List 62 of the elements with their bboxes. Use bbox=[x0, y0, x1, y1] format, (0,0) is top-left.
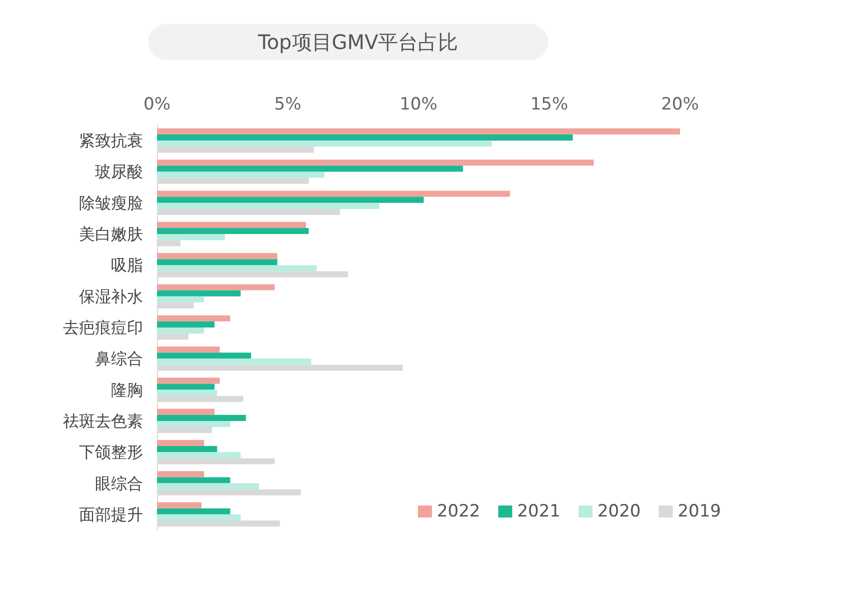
bar bbox=[157, 290, 241, 296]
bar bbox=[157, 296, 204, 302]
bar bbox=[157, 160, 594, 166]
legend-label: 2022 bbox=[436, 502, 480, 522]
y-tick-label: 保湿补水 bbox=[79, 286, 143, 306]
y-tick-label: 鼻综合 bbox=[95, 349, 143, 368]
y-tick-label: 美白嫩肤 bbox=[79, 224, 143, 244]
bar bbox=[157, 128, 680, 134]
y-tick-label: 下颌整形 bbox=[79, 442, 143, 462]
x-tick-label: 20% bbox=[661, 94, 699, 114]
bar bbox=[157, 514, 241, 520]
bar bbox=[157, 477, 230, 484]
bar bbox=[157, 414, 246, 421]
bar bbox=[157, 328, 204, 334]
y-tick-label: 眼综合 bbox=[95, 474, 143, 493]
bar bbox=[157, 222, 306, 228]
y-tick-label: 玻尿酸 bbox=[95, 162, 143, 182]
bar bbox=[157, 420, 230, 428]
bar bbox=[157, 315, 230, 322]
x-tick-label: 10% bbox=[400, 94, 438, 114]
bar bbox=[157, 134, 573, 141]
bar bbox=[157, 140, 492, 147]
bar bbox=[157, 166, 463, 172]
bar bbox=[157, 202, 380, 209]
legend-label: 2021 bbox=[517, 502, 560, 522]
bar bbox=[157, 228, 309, 234]
bar bbox=[157, 265, 317, 272]
y-tick-label: 紧致抗衰 bbox=[79, 131, 143, 150]
legend-label: 2019 bbox=[678, 502, 721, 522]
bar bbox=[157, 483, 259, 490]
x-tick-label: 15% bbox=[530, 94, 568, 114]
y-tick-label: 隆胸 bbox=[111, 380, 143, 400]
y-tick-label: 祛斑去色素 bbox=[63, 411, 143, 430]
bar bbox=[157, 508, 230, 514]
bar bbox=[157, 253, 278, 260]
bar bbox=[157, 346, 220, 353]
bar bbox=[157, 378, 220, 384]
x-tick-label: 5% bbox=[274, 94, 302, 114]
bar bbox=[157, 452, 241, 458]
bar bbox=[157, 352, 252, 359]
legend-label: 2020 bbox=[597, 502, 641, 522]
x-tick-label: 0% bbox=[144, 94, 170, 114]
bar bbox=[157, 446, 218, 452]
y-tick-label: 面部提升 bbox=[79, 504, 143, 524]
bar bbox=[157, 259, 278, 266]
bar bbox=[157, 408, 215, 415]
chart-title: Top项目GMV平台占比 bbox=[257, 30, 458, 54]
y-tick-label: 去疤痕痘印 bbox=[63, 318, 143, 337]
y-tick-label: 除皱瘦脸 bbox=[79, 193, 143, 212]
bar bbox=[157, 172, 324, 178]
bar bbox=[157, 234, 225, 240]
bar bbox=[157, 284, 275, 290]
bar bbox=[157, 440, 204, 446]
bar bbox=[157, 384, 215, 390]
bar bbox=[157, 471, 204, 478]
bar bbox=[157, 390, 218, 396]
y-tick-label: 吸脂 bbox=[111, 256, 143, 275]
bar bbox=[157, 358, 312, 365]
bar bbox=[157, 196, 424, 203]
bar bbox=[157, 190, 510, 197]
bar bbox=[157, 321, 215, 328]
bar bbox=[157, 502, 202, 508]
